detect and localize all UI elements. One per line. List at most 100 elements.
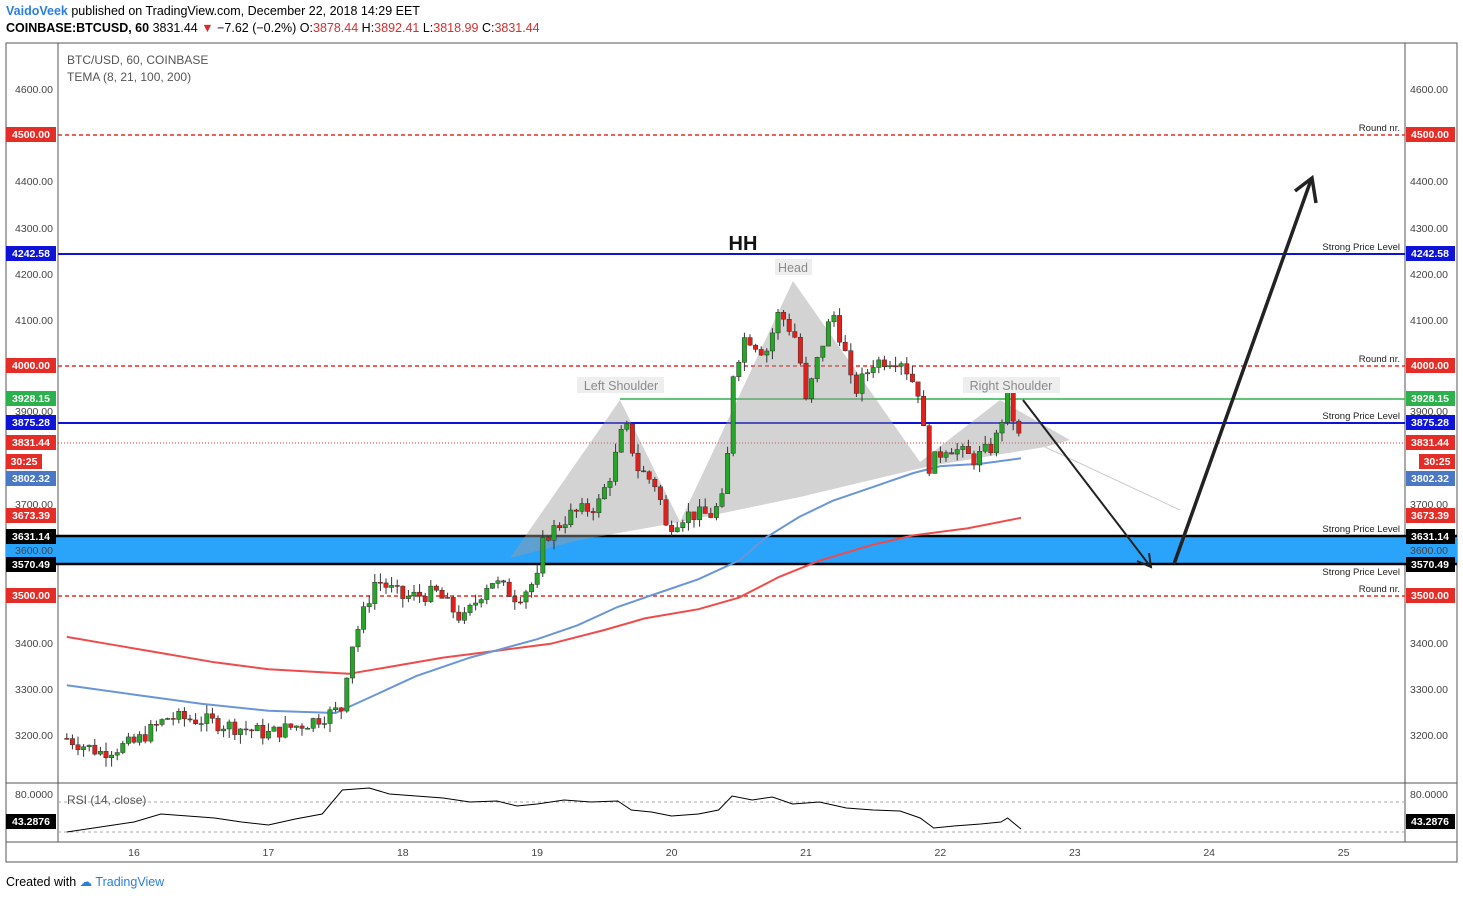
candle-body bbox=[400, 585, 406, 599]
candle-body bbox=[422, 595, 428, 602]
candle-body bbox=[607, 481, 613, 488]
candle-body bbox=[613, 451, 619, 482]
left-tick-4100: 4100.00 bbox=[15, 315, 53, 327]
left-tick-3600: 3600.00 bbox=[15, 545, 53, 557]
left-tag-4000-bg bbox=[6, 358, 56, 373]
head-label: Head bbox=[778, 261, 808, 275]
candle-body bbox=[282, 723, 288, 738]
x-tick-21: 21 bbox=[800, 847, 812, 859]
candle-body bbox=[103, 751, 109, 759]
candle-body bbox=[484, 588, 490, 600]
ohlc-line: COINBASE:BTCUSD, 60 3831.44 ▼ −7.62 (−0.… bbox=[6, 20, 540, 37]
candle-body bbox=[394, 585, 400, 587]
candle-body bbox=[512, 596, 518, 603]
candle-body bbox=[534, 572, 540, 585]
candle-body bbox=[713, 506, 719, 518]
left-tag-3875-bg bbox=[6, 415, 56, 430]
candle-body bbox=[316, 718, 322, 725]
candle-body bbox=[473, 602, 479, 606]
candle-body bbox=[624, 423, 630, 430]
candle-body bbox=[646, 471, 652, 480]
candle-body bbox=[293, 725, 299, 728]
candle-body bbox=[831, 315, 837, 323]
candle-body bbox=[478, 599, 484, 604]
candle-body bbox=[601, 487, 607, 500]
candle-body bbox=[377, 582, 383, 584]
candle-body bbox=[865, 372, 871, 375]
tradingview-link[interactable]: TradingView bbox=[95, 875, 165, 889]
candle-body bbox=[618, 429, 624, 453]
candle-body bbox=[165, 718, 171, 720]
candle-body bbox=[909, 373, 915, 383]
right-tag-4000-bg bbox=[1406, 358, 1455, 373]
candle-body bbox=[870, 367, 876, 373]
right-tag-3500-bg bbox=[1406, 588, 1455, 603]
candle-body bbox=[209, 713, 215, 719]
candle-body bbox=[691, 511, 697, 521]
candle-body bbox=[540, 537, 546, 574]
candle-body bbox=[517, 601, 523, 604]
candle-body bbox=[333, 707, 339, 710]
up-arrow-head-icon bbox=[1293, 174, 1318, 204]
candle-body bbox=[310, 718, 316, 729]
x-tick-19: 19 bbox=[531, 847, 543, 859]
candle-body bbox=[781, 312, 787, 320]
right-tag-last: 3831.44 bbox=[1411, 437, 1449, 449]
candle-body bbox=[249, 729, 255, 732]
candle-body bbox=[719, 493, 725, 507]
candle-body bbox=[663, 499, 669, 526]
x-tick-17: 17 bbox=[263, 847, 275, 859]
candle-body bbox=[725, 453, 731, 494]
candle-body bbox=[433, 585, 439, 591]
right-tick-3300: 3300.00 bbox=[1410, 684, 1448, 696]
candle-body bbox=[237, 728, 243, 735]
right-tag-3875-bg bbox=[1406, 415, 1455, 430]
right-tick-3600: 3600.00 bbox=[1410, 545, 1448, 557]
right-tick-4600: 4600.00 bbox=[1410, 84, 1448, 96]
x-tick-18: 18 bbox=[397, 847, 409, 859]
candle-body bbox=[86, 744, 92, 747]
candle-body bbox=[551, 525, 557, 541]
candle-body bbox=[501, 580, 507, 583]
candle-body bbox=[170, 718, 176, 720]
candle-body bbox=[495, 580, 501, 584]
candle-body bbox=[92, 744, 98, 755]
candle-body bbox=[988, 443, 994, 454]
candle-body bbox=[277, 726, 283, 738]
low-label: L: bbox=[422, 21, 434, 35]
candle-body bbox=[1005, 391, 1011, 423]
right-tag-tema200-bg bbox=[1406, 508, 1455, 523]
author-link[interactable]: VaidoVeek bbox=[6, 4, 68, 18]
candle-body bbox=[999, 422, 1005, 434]
left-tag-3928-bg bbox=[6, 391, 56, 406]
candle-body bbox=[943, 452, 949, 458]
candle-body bbox=[137, 734, 143, 743]
right-tick-4300: 4300.00 bbox=[1410, 223, 1448, 235]
left-tag-3631: 3631.14 bbox=[12, 531, 50, 543]
left-tick-3400: 3400.00 bbox=[15, 638, 53, 650]
right-tag-3875: 3875.28 bbox=[1411, 417, 1449, 429]
right-tag-tema100: 3802.32 bbox=[1411, 473, 1449, 485]
right-tag-4000: 4000.00 bbox=[1411, 360, 1449, 372]
support-zone bbox=[6, 536, 1457, 564]
x-tick-24: 24 bbox=[1203, 847, 1215, 859]
tema-200-line bbox=[66, 516, 1022, 675]
candle-body bbox=[159, 719, 165, 725]
left-tag-tema200: 3673.39 bbox=[12, 510, 50, 522]
right-tag-rsi-bg bbox=[1406, 814, 1455, 829]
candle-body bbox=[697, 506, 703, 521]
candle-body bbox=[411, 591, 417, 597]
candle-body bbox=[669, 524, 675, 532]
open-label: O: bbox=[299, 21, 313, 35]
left-tag-3570-bg bbox=[6, 557, 56, 572]
x-tick-20: 20 bbox=[666, 847, 678, 859]
candle-body bbox=[797, 337, 803, 364]
candle-body bbox=[338, 707, 344, 712]
candle-body bbox=[904, 363, 910, 375]
candle-body bbox=[921, 395, 927, 426]
right-tag-3928-bg bbox=[1406, 391, 1455, 406]
left-tag-3631-bg bbox=[6, 529, 56, 544]
left-countdown: 30:25 bbox=[11, 456, 38, 468]
candle-body bbox=[573, 509, 579, 512]
